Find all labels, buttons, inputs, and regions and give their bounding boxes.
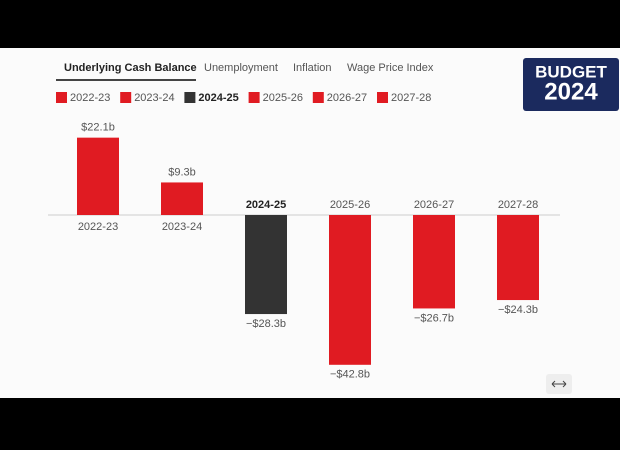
- legend-label[interactable]: 2026-27: [327, 92, 367, 104]
- value-label: −$42.8b: [330, 369, 370, 381]
- value-label: −$24.3b: [498, 304, 538, 316]
- legend-swatch[interactable]: [184, 92, 196, 103]
- logo-box: [523, 58, 619, 111]
- expand-icon[interactable]: [546, 374, 572, 394]
- category-label: 2023-24: [162, 221, 202, 233]
- value-label: $9.3b: [168, 166, 196, 178]
- legend-label[interactable]: 2022-23: [70, 92, 110, 104]
- bar: [161, 182, 203, 215]
- tab[interactable]: Inflation: [293, 62, 332, 74]
- category-label: 2022-23: [78, 221, 118, 233]
- bar: [497, 215, 539, 301]
- category-label: 2027-28: [498, 199, 538, 211]
- legend-swatch[interactable]: [312, 92, 324, 103]
- logo-line2: 2024: [544, 78, 598, 105]
- category-label: 2026-27: [414, 199, 454, 211]
- legend-swatch[interactable]: [56, 92, 67, 103]
- legend-label[interactable]: 2027-28: [391, 92, 431, 104]
- logo-line1: BUDGET: [535, 62, 607, 81]
- legend-label[interactable]: 2025-26: [263, 92, 303, 104]
- bar: [329, 215, 371, 365]
- tab[interactable]: Underlying Cash Balance: [64, 62, 197, 74]
- tab[interactable]: Unemployment: [204, 62, 278, 74]
- bar: [245, 215, 287, 315]
- category-label: 2024-25: [246, 199, 286, 211]
- category-label: 2025-26: [330, 199, 370, 211]
- legend-label[interactable]: 2023-24: [134, 92, 174, 104]
- value-label: $22.1b: [81, 122, 115, 134]
- value-label: −$28.3b: [246, 318, 286, 330]
- legend-swatch[interactable]: [248, 92, 260, 103]
- bar: [77, 137, 119, 215]
- tab[interactable]: Wage Price Index: [347, 62, 434, 74]
- bar: [413, 215, 455, 309]
- legend-label[interactable]: 2024-25: [198, 92, 238, 104]
- value-label: −$26.7b: [414, 312, 454, 324]
- legend-swatch[interactable]: [120, 92, 132, 103]
- legend-swatch[interactable]: [377, 92, 388, 103]
